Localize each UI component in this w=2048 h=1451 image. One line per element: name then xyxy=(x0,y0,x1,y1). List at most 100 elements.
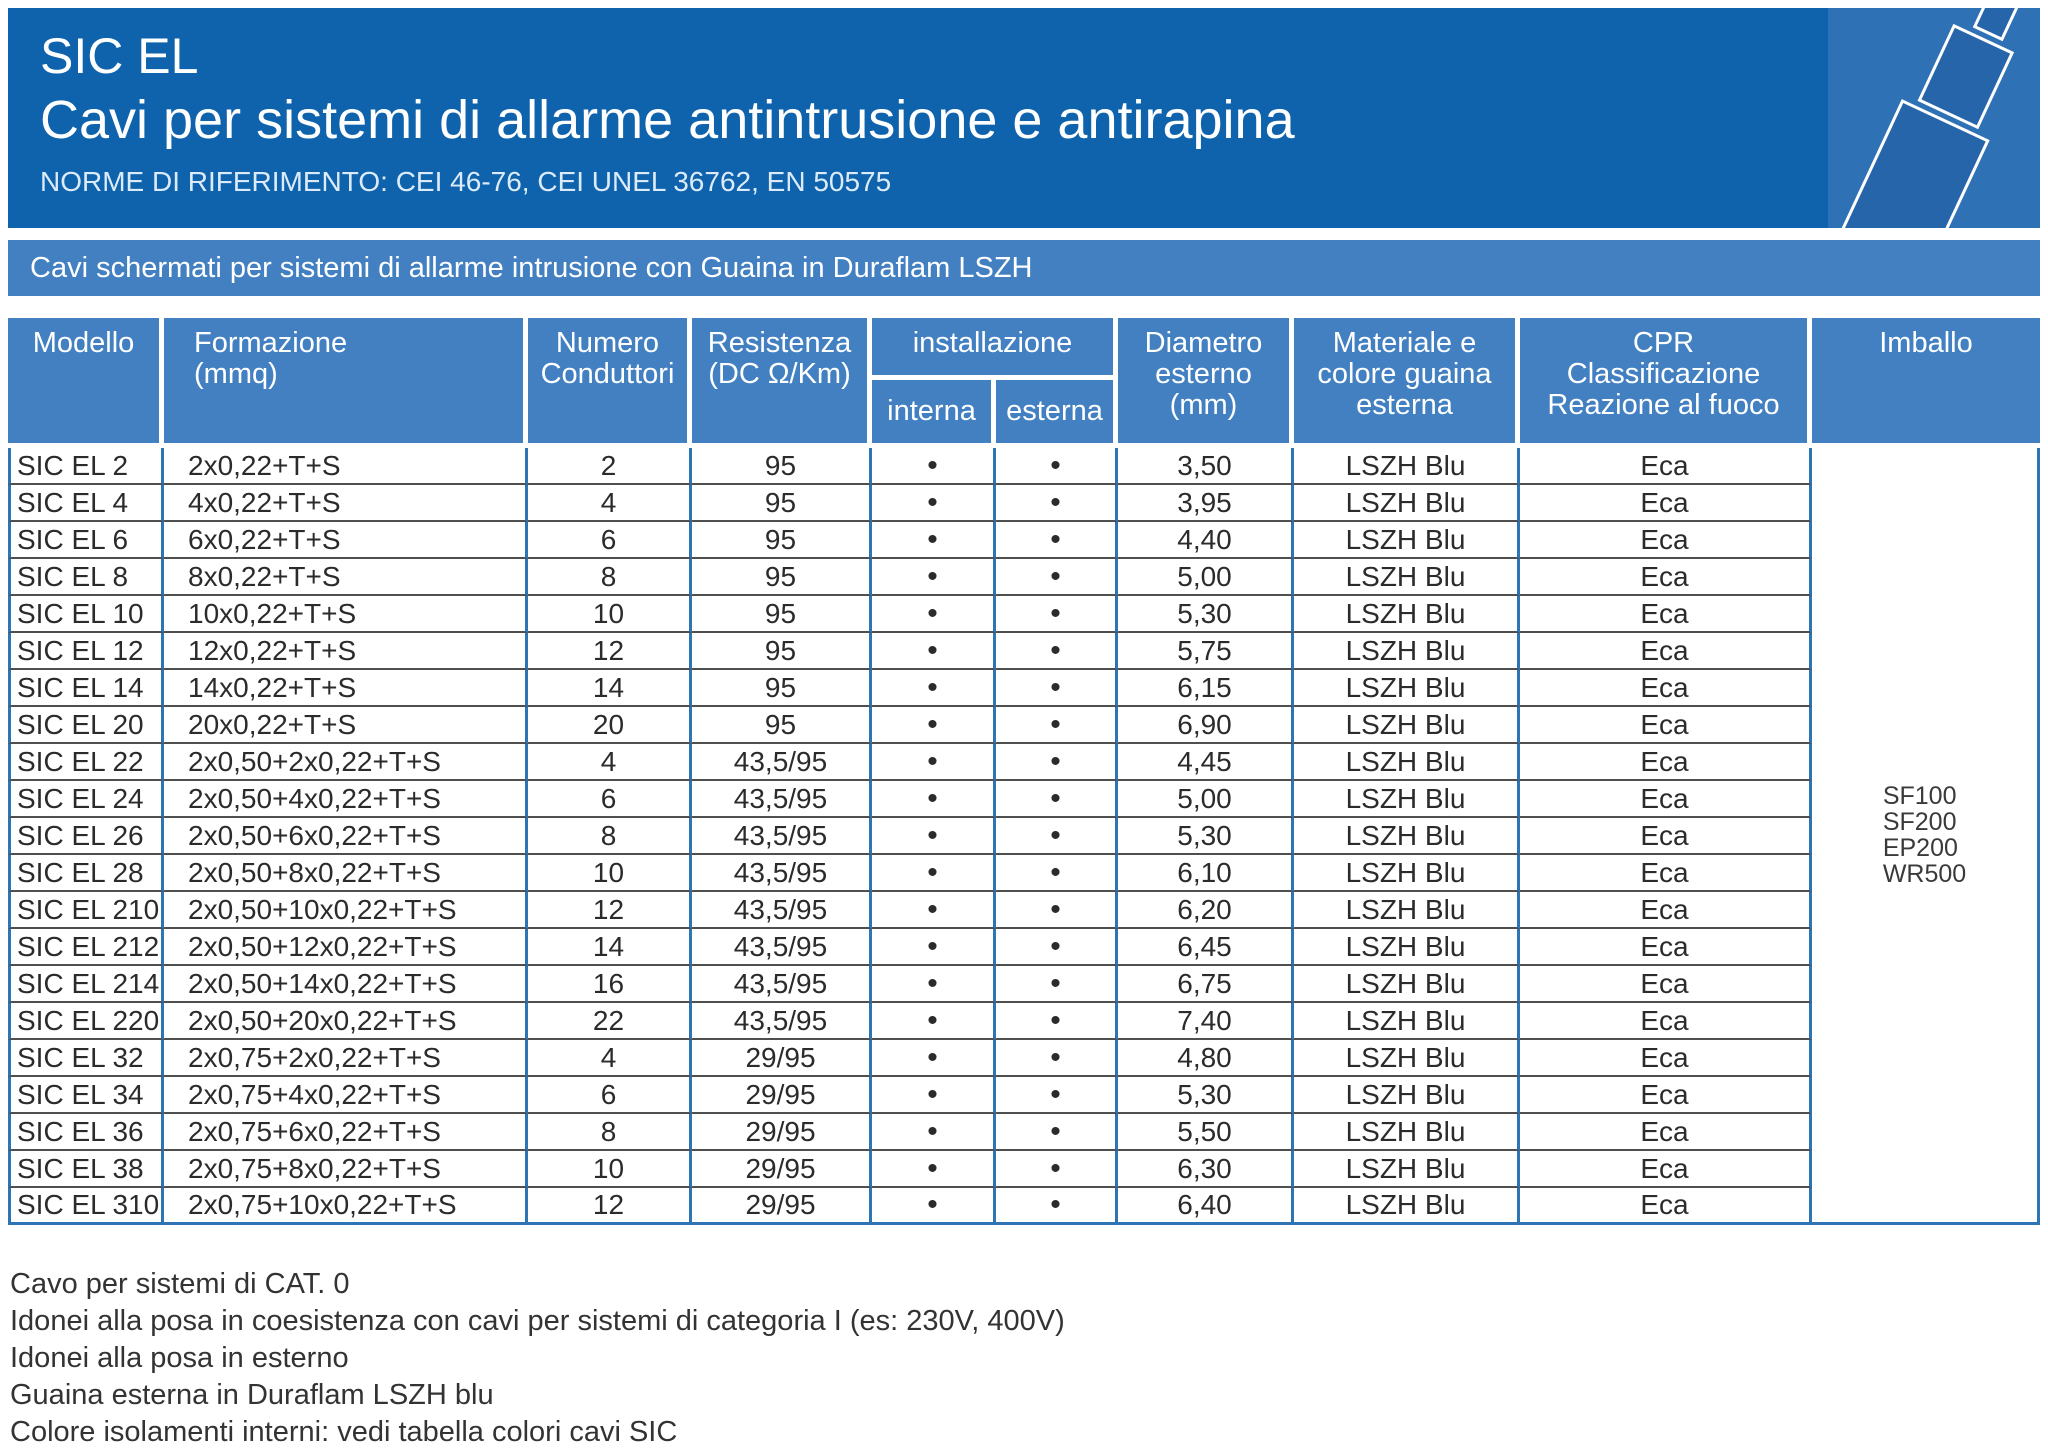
cell-numero-conduttori: 10 xyxy=(528,1151,692,1188)
cell-modello: SIC EL 34 xyxy=(8,1077,164,1114)
cell-cpr: Eca xyxy=(1520,1151,1812,1188)
cell-formazione: 12x0,22+T+S xyxy=(164,633,528,670)
cell-diametro: 7,40 xyxy=(1118,1003,1294,1040)
cable-table: Modello Formazione (mmq) Numero Condutto… xyxy=(8,318,2040,1225)
cell-guaina: LSZH Blu xyxy=(1294,781,1520,818)
cell-formazione: 6x0,22+T+S xyxy=(164,522,528,559)
col-header-modello: Modello xyxy=(8,318,159,443)
cell-formazione: 2x0,50+10x0,22+T+S xyxy=(164,892,528,929)
col-header-cpr: CPR Classificazione Reazione al fuoco xyxy=(1520,318,1807,443)
page-subtitle: Cavi per sistemi di allarme antintrusion… xyxy=(40,90,1295,150)
cell-numero-conduttori: 8 xyxy=(528,559,692,596)
cell-modello: SIC EL 220 xyxy=(8,1003,164,1040)
cell-resistenza: 29/95 xyxy=(692,1077,872,1114)
cell-installazione-interna: • xyxy=(872,522,996,559)
cell-resistenza: 43,5/95 xyxy=(692,818,872,855)
cell-cpr: Eca xyxy=(1520,448,1812,485)
cell-formazione: 2x0,50+6x0,22+T+S xyxy=(164,818,528,855)
cell-diametro: 4,45 xyxy=(1118,744,1294,781)
cell-diametro: 5,30 xyxy=(1118,596,1294,633)
cell-cpr: Eca xyxy=(1520,855,1812,892)
cell-modello: SIC EL 214 xyxy=(8,966,164,1003)
cell-modello: SIC EL 26 xyxy=(8,818,164,855)
cell-cpr: Eca xyxy=(1520,1188,1812,1225)
cell-installazione-esterna: • xyxy=(996,1151,1118,1188)
cell-modello: SIC EL 310 xyxy=(8,1188,164,1225)
cell-cpr: Eca xyxy=(1520,1040,1812,1077)
cell-guaina: LSZH Blu xyxy=(1294,596,1520,633)
cell-diametro: 5,00 xyxy=(1118,781,1294,818)
cell-installazione-esterna: • xyxy=(996,596,1118,633)
cell-installazione-interna: • xyxy=(872,781,996,818)
cell-modello: SIC EL 12 xyxy=(8,633,164,670)
cell-numero-conduttori: 14 xyxy=(528,929,692,966)
cell-numero-conduttori: 12 xyxy=(528,633,692,670)
cell-resistenza: 43,5/95 xyxy=(692,781,872,818)
cell-resistenza: 95 xyxy=(692,707,872,744)
col-header-numero: Numero Conduttori xyxy=(528,318,687,443)
cell-guaina: LSZH Blu xyxy=(1294,559,1520,596)
cell-resistenza: 95 xyxy=(692,596,872,633)
cell-modello: SIC EL 22 xyxy=(8,744,164,781)
cell-guaina: LSZH Blu xyxy=(1294,966,1520,1003)
cell-numero-conduttori: 22 xyxy=(528,1003,692,1040)
cell-numero-conduttori: 8 xyxy=(528,1114,692,1151)
cell-guaina: LSZH Blu xyxy=(1294,633,1520,670)
cell-installazione-esterna: • xyxy=(996,1114,1118,1151)
cell-diametro: 6,15 xyxy=(1118,670,1294,707)
cell-cpr: Eca xyxy=(1520,559,1812,596)
cell-formazione: 2x0,50+20x0,22+T+S xyxy=(164,1003,528,1040)
cell-guaina: LSZH Blu xyxy=(1294,855,1520,892)
cell-formazione: 2x0,50+14x0,22+T+S xyxy=(164,966,528,1003)
cell-resistenza: 43,5/95 xyxy=(692,1003,872,1040)
cell-resistenza: 95 xyxy=(692,448,872,485)
cell-resistenza: 95 xyxy=(692,633,872,670)
cell-guaina: LSZH Blu xyxy=(1294,1040,1520,1077)
cell-resistenza: 29/95 xyxy=(692,1040,872,1077)
cell-diametro: 6,45 xyxy=(1118,929,1294,966)
cell-guaina: LSZH Blu xyxy=(1294,448,1520,485)
cell-diametro: 5,50 xyxy=(1118,1114,1294,1151)
cell-diametro: 4,40 xyxy=(1118,522,1294,559)
cell-guaina: LSZH Blu xyxy=(1294,892,1520,929)
cell-cpr: Eca xyxy=(1520,1077,1812,1114)
cell-numero-conduttori: 10 xyxy=(528,855,692,892)
col-header-interna: interna xyxy=(872,380,991,443)
cell-formazione: 2x0,22+T+S xyxy=(164,448,528,485)
cell-installazione-esterna: • xyxy=(996,1188,1118,1225)
cell-resistenza: 95 xyxy=(692,522,872,559)
cell-diametro: 6,75 xyxy=(1118,966,1294,1003)
cell-diametro: 6,20 xyxy=(1118,892,1294,929)
cell-guaina: LSZH Blu xyxy=(1294,1188,1520,1225)
cell-diametro: 5,00 xyxy=(1118,559,1294,596)
col-header-materiale: Materiale e colore guaina esterna xyxy=(1294,318,1515,443)
cell-installazione-interna: • xyxy=(872,966,996,1003)
cell-modello: SIC EL 210 xyxy=(8,892,164,929)
cell-installazione-interna: • xyxy=(872,1077,996,1114)
cell-installazione-esterna: • xyxy=(996,892,1118,929)
cell-guaina: LSZH Blu xyxy=(1294,1003,1520,1040)
cell-resistenza: 43,5/95 xyxy=(692,966,872,1003)
cell-cpr: Eca xyxy=(1520,892,1812,929)
cell-installazione-interna: • xyxy=(872,1151,996,1188)
col-header-resistenza: Resistenza (DC Ω/Km) xyxy=(692,318,867,443)
cell-installazione-interna: • xyxy=(872,892,996,929)
cell-diametro: 5,75 xyxy=(1118,633,1294,670)
cell-installazione-interna: • xyxy=(872,707,996,744)
cell-installazione-interna: • xyxy=(872,1003,996,1040)
cell-installazione-interna: • xyxy=(872,818,996,855)
cell-resistenza: 29/95 xyxy=(692,1151,872,1188)
cell-installazione-esterna: • xyxy=(996,522,1118,559)
cell-formazione: 14x0,22+T+S xyxy=(164,670,528,707)
cell-guaina: LSZH Blu xyxy=(1294,818,1520,855)
cell-installazione-interna: • xyxy=(872,485,996,522)
note-line: Guaina esterna in Duraflam LSZH blu xyxy=(10,1379,494,1411)
cell-formazione: 8x0,22+T+S xyxy=(164,559,528,596)
cell-modello: SIC EL 32 xyxy=(8,1040,164,1077)
cell-guaina: LSZH Blu xyxy=(1294,744,1520,781)
cell-formazione: 2x0,75+2x0,22+T+S xyxy=(164,1040,528,1077)
cell-formazione: 2x0,75+10x0,22+T+S xyxy=(164,1188,528,1225)
cell-cpr: Eca xyxy=(1520,670,1812,707)
cell-modello: SIC EL 6 xyxy=(8,522,164,559)
cell-diametro: 6,90 xyxy=(1118,707,1294,744)
